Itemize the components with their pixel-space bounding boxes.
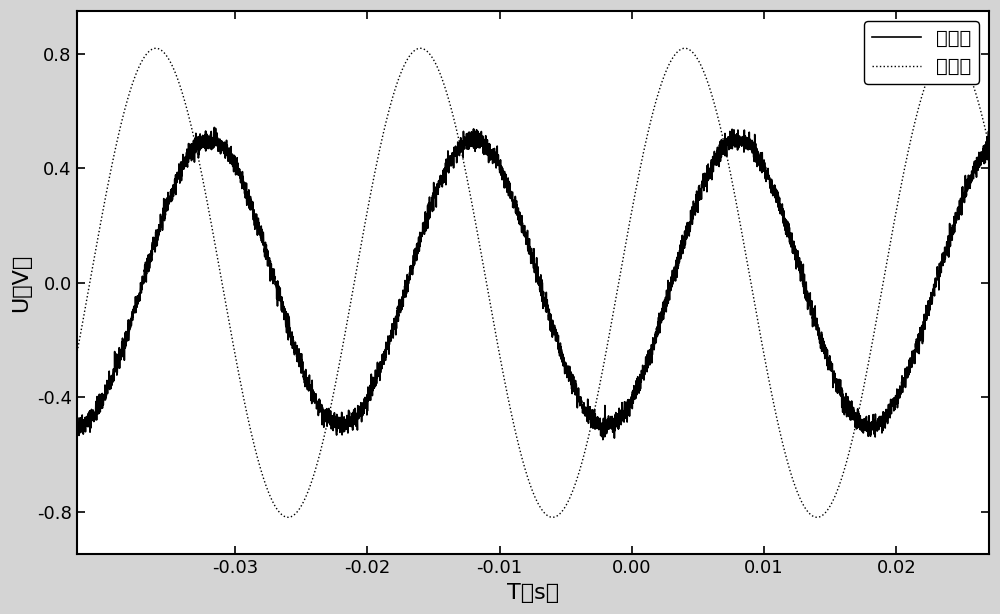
有缺陷 [811, 513, 823, 521]
无缺陷 [597, 436, 609, 443]
有缺陷 [618, 251, 630, 258]
无缺陷 [983, 147, 995, 155]
无缺陷 [618, 418, 630, 426]
Y-axis label: U（V）: U（V） [11, 254, 31, 312]
有缺陷 [983, 141, 995, 149]
有缺陷 [664, 59, 676, 66]
Line: 无缺陷: 无缺陷 [77, 128, 989, 440]
无缺陷 [419, 208, 431, 216]
有缺陷 [821, 507, 833, 515]
有缺陷 [751, 316, 763, 323]
无缺陷 [71, 419, 83, 427]
无缺陷 [821, 346, 833, 353]
X-axis label: T（s）: T（s） [507, 583, 559, 603]
有缺陷 [236, 389, 248, 396]
Line: 有缺陷: 有缺陷 [77, 49, 989, 517]
无缺陷 [208, 124, 220, 131]
有缺陷 [419, 46, 431, 53]
有缺陷 [150, 45, 162, 52]
Legend: 无缺陷, 有缺陷: 无缺陷, 有缺陷 [864, 21, 979, 84]
无缺陷 [236, 168, 248, 176]
无缺陷 [752, 162, 764, 169]
有缺陷 [71, 352, 83, 359]
无缺陷 [664, 279, 676, 286]
